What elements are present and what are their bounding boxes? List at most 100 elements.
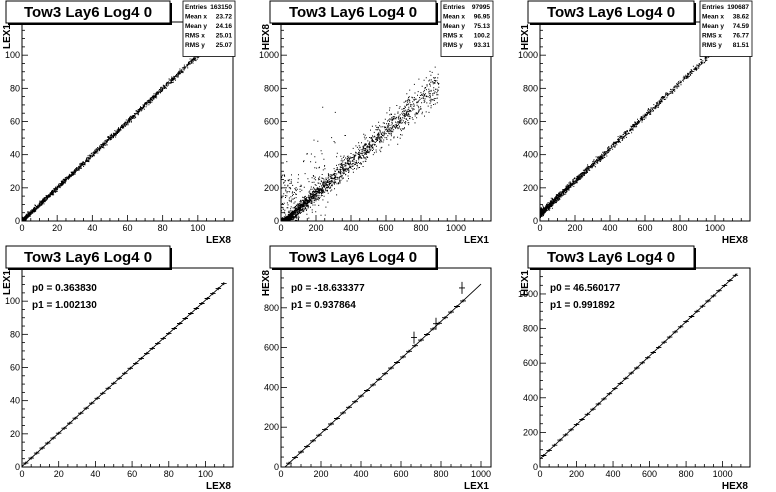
x-axis-label: HEX8 [722,481,749,492]
panel-title-text: Tow3 Lay6 Log4 0 [289,4,417,21]
plot-frame [21,267,234,468]
x-tick-label: 40 [90,469,100,479]
x-axis-label: LEX8 [206,235,231,246]
y-tick-label: 600 [264,343,279,353]
stats-value: 97995 [472,4,490,11]
plot-frame [539,267,751,468]
y-tick-label: 200 [264,183,279,193]
x-tick-label: 0 [19,469,24,479]
profile-points [540,273,739,457]
y-tick-label: 400 [523,393,538,403]
x-tick-label: 60 [122,223,132,233]
fit-param-p0: p0 = 0.363830 [32,283,97,294]
y-axis-label: LEX1 [2,270,13,295]
stats-key: RMS x [443,33,463,40]
stats-value: 100.2 [474,33,491,40]
plot-frame [280,267,492,468]
x-tick-label: 600 [637,223,652,233]
y-tick-label: 20 [10,429,20,439]
y-tick-label: 1000 [518,50,538,60]
x-tick-label: 0 [278,223,283,233]
y-tick-label: 800 [523,324,538,334]
stats-value: 24.16 [216,23,233,30]
y-tick-label: 0 [533,216,538,226]
fit-line [284,283,482,467]
x-tick-label: 80 [158,223,168,233]
panel-title: Tow3 Lay6 Log4 0 [5,245,172,270]
y-tick-label: 200 [523,183,538,193]
y-tick-label: 0 [533,462,538,472]
x-tick-label: 800 [433,469,448,479]
plot-area [540,49,716,218]
stats-value: 76.77 [733,33,750,40]
data-points [540,49,716,218]
x-tick-label: 20 [52,223,62,233]
x-tick-label: 600 [642,469,657,479]
chart-panel-4: 0 20 40 60 80 100 0 20 40 60 80 100 LEX8 LEX1 p0 = 0.3… [2,245,234,492]
y-tick-label: 400 [523,150,538,160]
panel-title: Tow3 Lay6 Log4 0 [527,0,696,25]
y-tick-label: 60 [10,363,20,373]
y-tick-label: 40 [10,396,20,406]
x-tick-label: 200 [569,469,584,479]
x-tick-label: 20 [54,469,64,479]
stats-key: RMS y [443,42,463,49]
x-tick-label: 600 [393,469,408,479]
y-tick-label: 100 [5,296,20,306]
plot-area [284,281,482,467]
y-tick-label: 0 [274,216,279,226]
x-tick-label: 60 [127,469,137,479]
y-tick-label: 600 [264,117,279,127]
stats-value: 25.01 [216,33,233,40]
x-tick-label: 800 [679,469,694,479]
x-tick-label: 0 [537,223,542,233]
y-tick-label: 0 [15,462,20,472]
plot-area [540,273,739,460]
x-tick-label: 400 [343,223,358,233]
panel-title-text: Tow3 Lay6 Log4 0 [547,4,675,21]
profile-points [286,281,466,465]
stats-value: 163150 [210,4,232,11]
fit-line [540,273,738,460]
stats-value: 74.59 [733,23,750,30]
stats-key: RMS x [702,33,722,40]
y-tick-label: 200 [523,427,538,437]
x-tick-label: 100 [198,469,213,479]
stats-value: 25.07 [216,42,233,49]
stats-value: 23.72 [216,14,233,21]
x-tick-label: 1000 [705,223,725,233]
x-tick-label: 200 [313,469,328,479]
panel-title-text: Tow3 Lay6 Log4 0 [289,249,417,266]
x-tick-label: 0 [278,469,283,479]
data-points [22,39,213,221]
y-tick-label: 600 [523,117,538,127]
panel-title-text: Tow3 Lay6 Log4 0 [547,249,675,266]
fit-line [22,283,225,467]
x-tick-label: 200 [567,223,582,233]
stats-key: Entries [185,4,207,11]
y-tick-label: 20 [10,183,20,193]
stats-key: RMS y [185,42,205,49]
panel-title: Tow3 Lay6 Log4 0 [269,245,438,270]
y-tick-label: 60 [10,117,20,127]
stats-key: Entries [443,4,465,11]
x-tick-label: 600 [378,223,393,233]
x-tick-label: 400 [602,223,617,233]
fit-param-p0: p0 = 46.560177 [550,283,621,294]
y-tick-label: 800 [264,303,279,313]
x-tick-label: 1000 [713,469,733,479]
profile-points [22,282,227,465]
plot-area [22,39,213,221]
stats-value: 190687 [727,4,749,11]
y-tick-label: 200 [264,422,279,432]
y-tick-label: 400 [264,150,279,160]
panel-title: Tow3 Lay6 Log4 0 [527,245,696,270]
x-tick-label: 100 [190,223,205,233]
y-axis-label: HEX8 [261,270,272,297]
fit-param-p1: p1 = 0.937864 [291,300,356,311]
y-axis-label: HEX8 [261,24,272,51]
